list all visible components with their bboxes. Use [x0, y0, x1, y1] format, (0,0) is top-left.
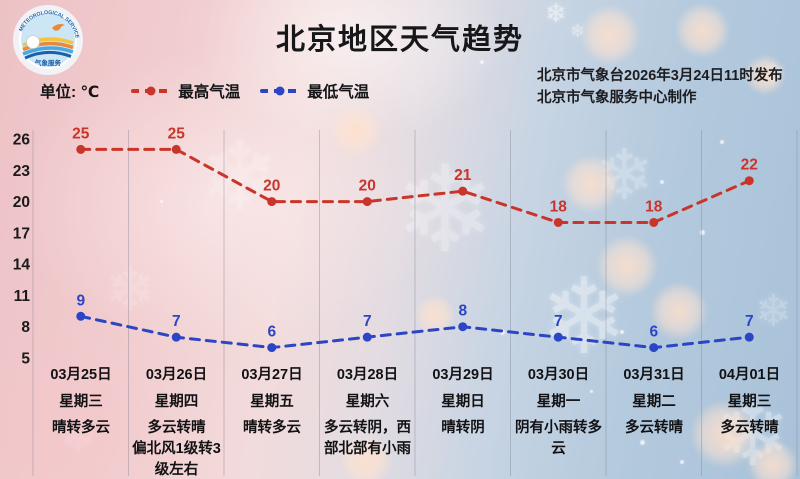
logo-bottom-text: 气象服务 [34, 58, 62, 67]
high-temp-point [553, 217, 563, 227]
y-axis-tick: 11 [14, 288, 31, 305]
low-temp-value-label: 6 [267, 324, 276, 341]
high-temp-value-label: 25 [72, 125, 90, 142]
y-axis-tick: 26 [13, 132, 31, 149]
low-temp-point [744, 332, 754, 342]
y-axis-tick: 20 [13, 194, 30, 211]
y-axis-tick: 17 [13, 225, 30, 242]
low-temp-value-label: 7 [745, 313, 754, 330]
page-title: 北京地区天气趋势 [275, 24, 524, 56]
y-axis-tick: 8 [21, 319, 30, 336]
logo-band-darkblue [24, 50, 72, 60]
high-temp-point [362, 197, 372, 207]
high-temp-value-label: 18 [645, 198, 663, 215]
y-axis-tick: 23 [13, 163, 31, 180]
low-temp-dot-icon [275, 86, 285, 96]
y-axis-tick: 14 [13, 257, 31, 274]
issue-line-2: 北京市气象服务中心制作 [537, 90, 697, 106]
legend-item-high: 最高气温 [131, 80, 240, 102]
high-temp-dot-icon [146, 86, 156, 96]
high-temp-dash-icon [131, 86, 172, 96]
low-temp-point [267, 343, 277, 353]
low-temp-point [76, 311, 86, 321]
low-temp-value-label: 6 [649, 324, 658, 341]
high-temp-point [458, 186, 468, 196]
high-temp-value-label: 22 [741, 157, 758, 174]
unit-label: 单位: ℃ [40, 84, 100, 101]
y-axis-tick: 5 [21, 351, 30, 368]
low-temp-value-label: 8 [458, 303, 467, 320]
low-temp-line [79, 314, 751, 350]
issue-line-1: 北京市气象台2026年3月24日11时发布 [537, 68, 783, 84]
high-temp-value-label: 20 [263, 178, 280, 195]
logo-band-orange [22, 41, 74, 52]
logo-globe [26, 35, 40, 49]
low-temp-value-label: 7 [554, 313, 563, 330]
low-temp-point [171, 332, 181, 342]
chart-legend: 单位: ℃ 最高气温 最低气温 [40, 80, 389, 102]
low-temp-value-label: 9 [76, 292, 85, 309]
legend-label-high: 最高气温 [178, 84, 241, 101]
legend-label-low: 最低气温 [307, 84, 370, 101]
low-temp-point [553, 332, 563, 342]
high-temp-point [171, 144, 181, 154]
high-temp-point [267, 197, 277, 207]
low-temp-value-label: 7 [363, 313, 372, 330]
issue-info: 北京市气象台2026年3月24日11时发布 北京市气象服务中心制作 [537, 65, 783, 109]
low-temp-point [362, 332, 372, 342]
logo-bird [52, 24, 65, 31]
low-temp-point [458, 322, 468, 332]
high-temp-point [76, 144, 86, 154]
meteorological-service-logo: METEOROLOGICAL SERVICE 气象服务 [12, 4, 84, 81]
high-temp-point [649, 217, 659, 227]
legend-item-low: 最低气温 [260, 80, 369, 102]
low-temp-point [649, 343, 659, 353]
high-temp-value-label: 25 [168, 125, 186, 142]
high-temp-point [744, 176, 754, 186]
high-temp-value-label: 18 [550, 198, 568, 215]
low-temp-dash-icon [260, 86, 301, 96]
logo-band-blue [22, 46, 74, 56]
high-temp-value-label: 20 [359, 178, 376, 195]
low-temp-value-label: 7 [172, 313, 181, 330]
high-temp-line [79, 147, 751, 224]
high-temp-value-label: 21 [454, 167, 472, 184]
